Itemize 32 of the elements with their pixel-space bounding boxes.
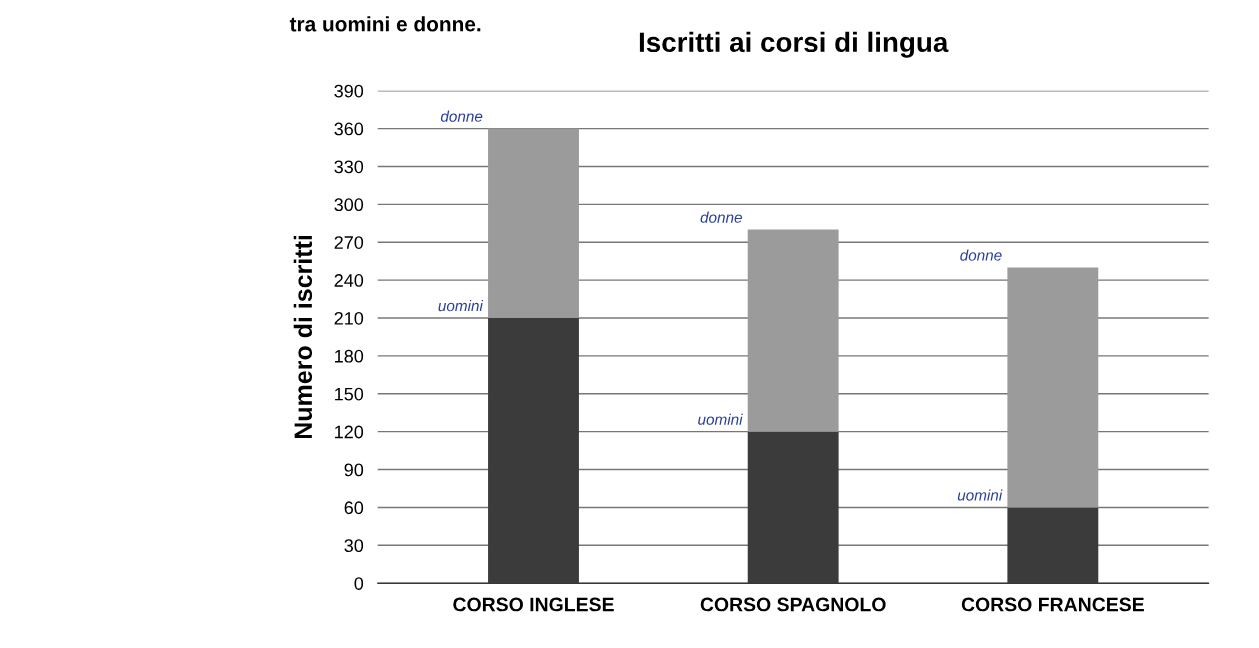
bar xyxy=(1007,507,1099,584)
y-tick-label: 360 xyxy=(334,122,364,136)
series-label: uomini xyxy=(957,489,1003,501)
y-tick-label: 0 xyxy=(354,577,364,590)
bar xyxy=(747,229,839,432)
text: uomini xyxy=(698,413,743,425)
chart-title: Iscritti ai corsi di lingua xyxy=(639,31,949,58)
series-label: donne xyxy=(440,110,483,122)
y-tick-label: 270 xyxy=(334,236,364,249)
text: tra uomini e donne. xyxy=(289,16,481,32)
y-tick-label: 150 xyxy=(335,387,364,401)
y-tick-label: 210 xyxy=(334,311,364,325)
text: uomini xyxy=(438,299,484,312)
y-tick-label: 60 xyxy=(344,501,364,515)
y-tick-label: 90 xyxy=(344,463,364,477)
x-tick-label: CORSO INGLESE xyxy=(453,597,614,612)
x-tick-label: CORSO SPAGNOLO xyxy=(700,597,886,612)
y-tick-label: 30 xyxy=(344,539,364,553)
y-tick-label: 180 xyxy=(335,349,364,363)
bar xyxy=(747,431,839,584)
text: donne xyxy=(960,249,1002,261)
y-axis-title: Numero di iscritti xyxy=(293,235,313,439)
bar xyxy=(1007,267,1099,508)
y-tick-label: 120 xyxy=(335,425,364,439)
bar xyxy=(488,128,579,319)
bar xyxy=(488,318,579,584)
y-tick-label: 330 xyxy=(334,160,364,174)
text: donne xyxy=(700,211,742,223)
y-tick-label: 240 xyxy=(334,274,364,287)
x-tick-label: CORSO FRANCESE xyxy=(961,597,1144,612)
y-tick-label: 390 xyxy=(334,84,364,98)
y-tick-label: 300 xyxy=(334,198,364,212)
